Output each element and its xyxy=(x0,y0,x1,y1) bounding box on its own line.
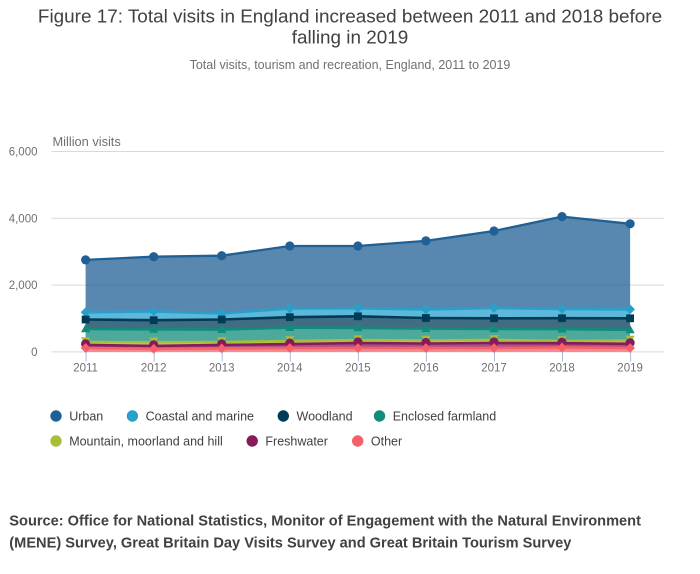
svg-text:2015: 2015 xyxy=(345,363,371,375)
svg-text:Urban: Urban xyxy=(69,409,103,423)
svg-text:6,000: 6,000 xyxy=(9,147,38,159)
svg-text:Other: Other xyxy=(371,434,402,448)
svg-text:Enclosed farmland: Enclosed farmland xyxy=(393,409,497,423)
svg-text:2014: 2014 xyxy=(277,363,303,375)
svg-text:2019: 2019 xyxy=(617,363,643,375)
svg-text:2018: 2018 xyxy=(549,363,575,375)
svg-text:2011: 2011 xyxy=(73,363,98,375)
svg-text:(MENE) Survey, Great Britain D: (MENE) Survey, Great Britain Day Visits … xyxy=(9,536,572,552)
svg-text:Mountain, moorland and hill: Mountain, moorland and hill xyxy=(69,434,223,448)
svg-text:falling in 2019: falling in 2019 xyxy=(292,28,409,49)
svg-text:0: 0 xyxy=(31,347,37,359)
svg-text:2,000: 2,000 xyxy=(9,280,38,292)
svg-text:Total visits, tourism and recr: Total visits, tourism and recreation, En… xyxy=(190,58,511,72)
svg-text:Figure 17: Total visits in Eng: Figure 17: Total visits in England incre… xyxy=(38,7,662,28)
svg-text:Million visits: Million visits xyxy=(53,134,121,149)
svg-text:Woodland: Woodland xyxy=(297,409,353,423)
svg-text:Freshwater: Freshwater xyxy=(265,434,328,448)
svg-text:2017: 2017 xyxy=(481,363,507,375)
svg-text:2013: 2013 xyxy=(209,363,235,375)
svg-text:Source: Office for National St: Source: Office for National Statistics, … xyxy=(9,514,641,530)
svg-text:2016: 2016 xyxy=(413,363,439,375)
svg-text:Coastal and marine: Coastal and marine xyxy=(146,409,254,423)
svg-text:4,000: 4,000 xyxy=(9,213,38,225)
svg-text:2012: 2012 xyxy=(141,363,167,375)
